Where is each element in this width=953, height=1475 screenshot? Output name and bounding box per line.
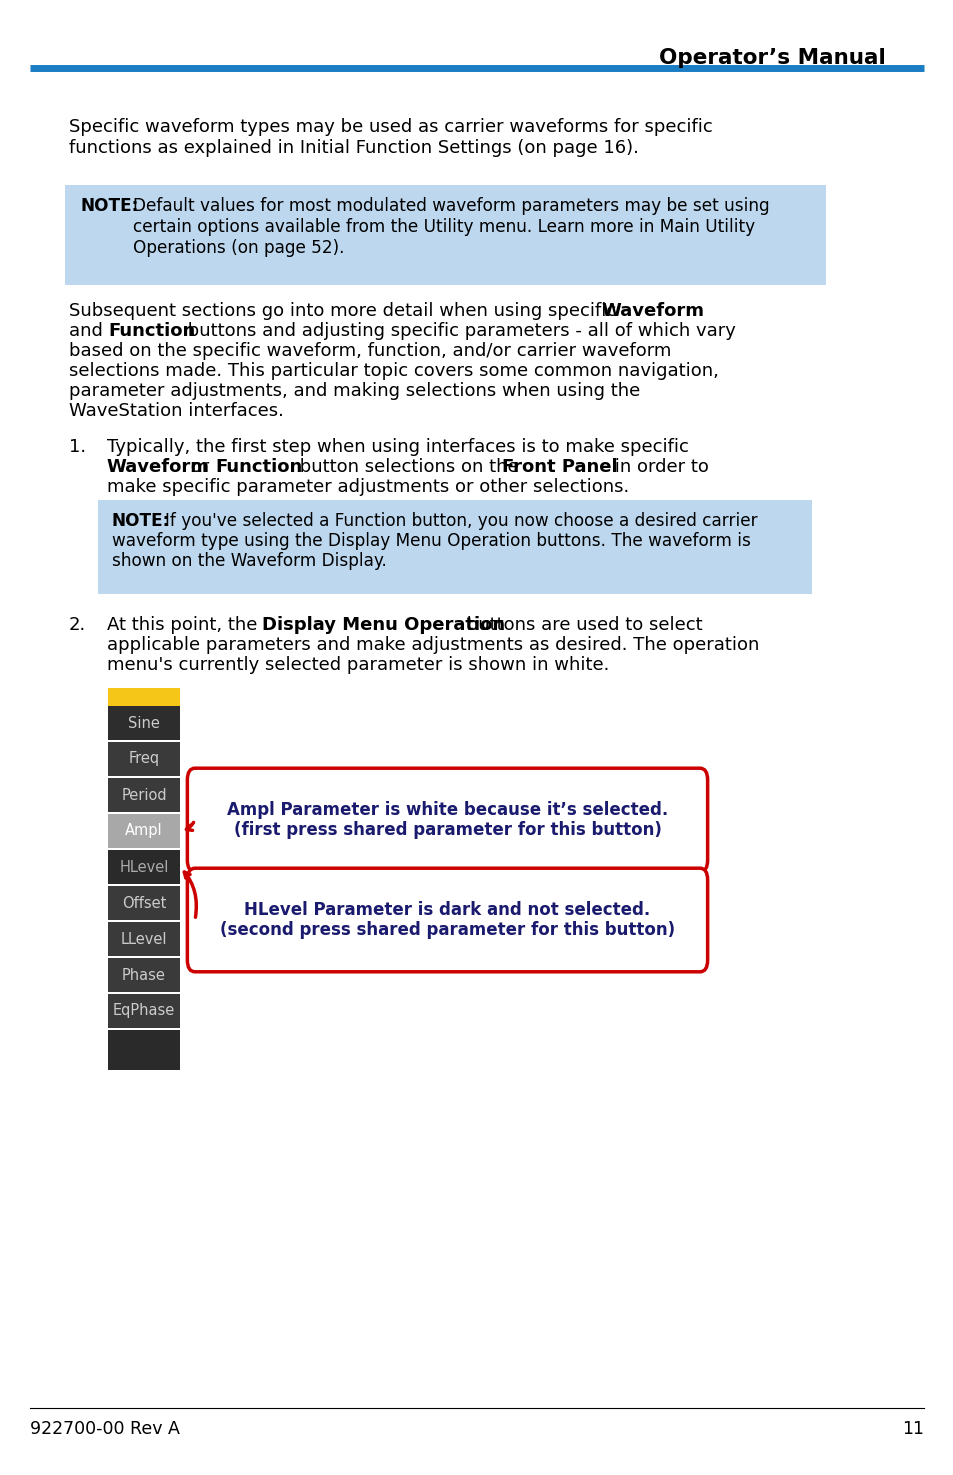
Text: Front Panel: Front Panel	[501, 459, 617, 476]
Text: buttons and adjusting specific parameters - all of which vary: buttons and adjusting specific parameter…	[182, 322, 736, 341]
Text: HLevel Parameter is dark and not selected.
(second press shared parameter for th: HLevel Parameter is dark and not selecte…	[220, 901, 675, 940]
Text: At this point, the: At this point, the	[107, 617, 263, 634]
Text: Typically, the first step when using interfaces is to make specific: Typically, the first step when using int…	[107, 438, 688, 456]
Text: selections made. This particular topic covers some common navigation,: selections made. This particular topic c…	[69, 361, 718, 381]
Text: in order to: in order to	[608, 459, 708, 476]
Bar	[108, 814, 180, 848]
Text: 2.: 2.	[69, 617, 86, 634]
Text: shown on the Waveform Display.: shown on the Waveform Display.	[112, 552, 387, 569]
Text: Default values for most modulated waveform parameters may be set using
certain o: Default values for most modulated wavefo…	[133, 198, 769, 257]
Text: Function: Function	[215, 459, 302, 476]
Text: menu's currently selected parameter is shown in white.: menu's currently selected parameter is s…	[107, 656, 609, 674]
Bar	[108, 742, 180, 776]
Text: If you've selected a Function button, you now choose a desired carrier: If you've selected a Function button, yo…	[165, 512, 758, 530]
Text: Operator’s Manual: Operator’s Manual	[658, 49, 884, 68]
Bar	[108, 777, 180, 813]
Text: Ampl: Ampl	[125, 823, 163, 838]
FancyBboxPatch shape	[187, 869, 707, 972]
Text: NOTE:: NOTE:	[80, 198, 138, 215]
Text: 11: 11	[901, 1420, 923, 1438]
Text: parameter adjustments, and making selections when using the: parameter adjustments, and making select…	[69, 382, 639, 400]
Text: NOTE:: NOTE:	[112, 512, 171, 530]
Bar	[108, 850, 180, 884]
Text: Sine: Sine	[128, 715, 160, 730]
Text: LLevel: LLevel	[121, 932, 167, 947]
Bar	[108, 1030, 180, 1069]
Bar	[108, 687, 180, 707]
Text: Display Menu Operation: Display Menu Operation	[262, 617, 505, 634]
Bar	[108, 886, 180, 920]
Bar	[108, 707, 180, 740]
Text: Waveform: Waveform	[107, 459, 210, 476]
Text: Phase: Phase	[122, 968, 166, 982]
Text: button selections on the: button selections on the	[294, 459, 523, 476]
Bar	[65, 184, 825, 285]
Text: EqPhase: EqPhase	[112, 1003, 175, 1019]
Text: Period: Period	[121, 788, 167, 802]
Text: WaveStation interfaces.: WaveStation interfaces.	[69, 403, 283, 420]
Text: based on the specific waveform, function, and/or carrier waveform: based on the specific waveform, function…	[69, 342, 670, 360]
Text: waveform type using the Display Menu Operation buttons. The waveform is: waveform type using the Display Menu Ope…	[112, 532, 750, 550]
Text: Freq: Freq	[129, 751, 159, 767]
Bar	[98, 500, 811, 594]
Bar	[108, 994, 180, 1028]
FancyBboxPatch shape	[187, 768, 707, 872]
Text: HLevel: HLevel	[119, 860, 169, 875]
Text: 1.: 1.	[69, 438, 86, 456]
Text: Function: Function	[109, 322, 195, 341]
Text: Ampl Parameter is white because it’s selected.
(first press shared parameter for: Ampl Parameter is white because it’s sel…	[227, 801, 667, 839]
Text: applicable parameters and make adjustments as desired. The operation: applicable parameters and make adjustmen…	[107, 636, 759, 653]
Text: buttons are used to select: buttons are used to select	[460, 617, 701, 634]
Text: Subsequent sections go into more detail when using specific: Subsequent sections go into more detail …	[69, 302, 621, 320]
Bar	[108, 957, 180, 993]
Text: Waveform: Waveform	[600, 302, 703, 320]
Text: Offset: Offset	[122, 895, 166, 910]
Text: 922700-00 Rev A: 922700-00 Rev A	[30, 1420, 180, 1438]
Bar	[108, 922, 180, 956]
Text: Specific waveform types may be used as carrier waveforms for specific
functions : Specific waveform types may be used as c…	[69, 118, 712, 156]
Text: or: or	[185, 459, 214, 476]
Text: make specific parameter adjustments or other selections.: make specific parameter adjustments or o…	[107, 478, 628, 496]
Text: and: and	[69, 322, 109, 341]
